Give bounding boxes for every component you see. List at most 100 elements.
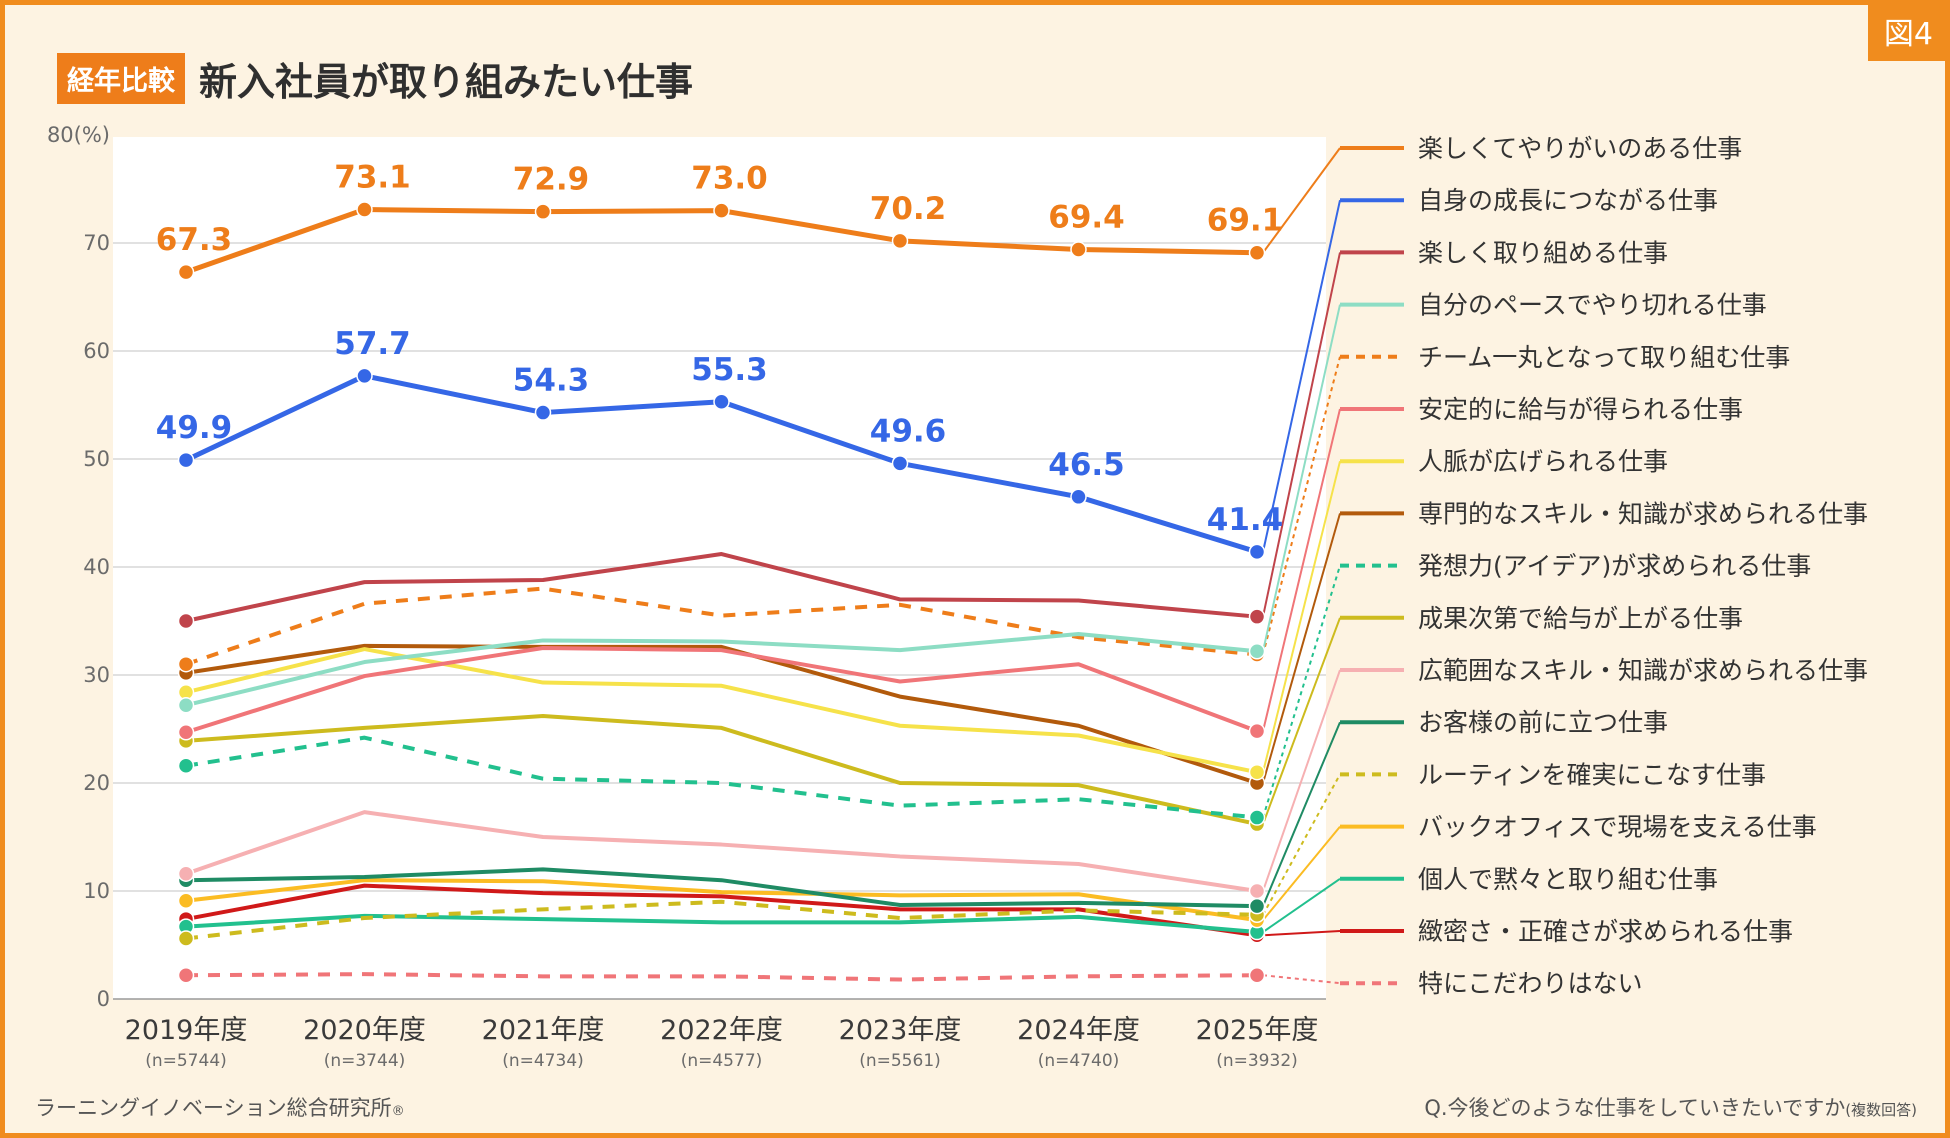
legend-label: お客様の前に立つ仕事 — [1418, 708, 1668, 737]
data-point — [1070, 241, 1087, 258]
data-point — [177, 892, 195, 909]
figure-tag: 図4 — [1867, 5, 1945, 61]
series-line — [185, 631, 1258, 708]
data-point — [1248, 722, 1266, 740]
legend-leader-line — [1262, 773, 1341, 916]
data-label: 46.5 — [1048, 447, 1125, 483]
legend-leader-line — [1262, 356, 1341, 655]
data-point — [713, 202, 730, 219]
legend-leader-line — [1262, 147, 1341, 254]
legend-leaders — [1262, 147, 1341, 985]
data-point — [177, 696, 195, 714]
sample-size-label: (n=4740) — [1038, 1051, 1120, 1071]
legend-label: 緻密さ・正確さが求められる仕事 — [1418, 917, 1793, 946]
legend-leader-line — [1262, 877, 1341, 933]
legend-leader-line — [1262, 930, 1341, 937]
data-label: 72.9 — [513, 162, 590, 198]
legend-label: 特にこだわりはない — [1418, 969, 1643, 998]
series-line — [185, 735, 1258, 820]
title-group: 経年比較 新入社員が取り組みたい仕事 — [57, 51, 693, 106]
sample-size-label: (n=3744) — [324, 1051, 406, 1071]
y-tick-label: 20 — [83, 771, 110, 795]
data-label: 55.3 — [691, 352, 768, 388]
data-point — [1248, 882, 1266, 900]
legend-label: バックオフィスで現場を支える仕事 — [1418, 813, 1817, 842]
legend-leader-line — [1262, 974, 1341, 985]
x-tick-label: 2023年度 — [839, 1015, 962, 1046]
series-line — [185, 883, 1258, 938]
data-label: 54.3 — [513, 363, 590, 399]
legend-leader-line — [1262, 304, 1341, 652]
x-tick-label: 2024年度 — [1017, 1015, 1140, 1046]
sample-size-label: (n=4577) — [681, 1051, 763, 1071]
data-point — [177, 451, 195, 469]
series-line — [185, 899, 1258, 941]
data-point — [534, 203, 552, 220]
legend-leader-line — [1262, 199, 1341, 553]
series-line — [185, 714, 1258, 826]
grid-lines — [113, 242, 1326, 1000]
legend-label: 広範囲なスキル・知識が求められる仕事 — [1418, 656, 1868, 685]
series-lines: 67.3 73.1 72.9 73.0 70.2 69.4 69.1 49.9 57.7 54.3… — [156, 160, 1284, 984]
data-point — [177, 655, 195, 673]
legend-label: 自身の成長につながる仕事 — [1418, 186, 1718, 215]
data-point — [177, 865, 195, 882]
data-label: 67.3 — [156, 222, 233, 258]
data-point — [177, 612, 195, 630]
chart-title: 新入社員が取り組みたい仕事 — [199, 60, 694, 104]
series-line — [185, 913, 1258, 935]
sample-size-label: (n=4734) — [502, 1051, 584, 1071]
data-point — [1248, 897, 1266, 915]
data-label: 49.9 — [156, 410, 233, 446]
comparison-badge: 経年比較 — [57, 53, 185, 104]
data-label: 57.7 — [334, 326, 411, 362]
legend-label: 成果次第で給与が上がる仕事 — [1418, 604, 1743, 633]
sample-size-label: (n=5561) — [859, 1051, 941, 1071]
legend-label: チーム一丸となって取り組む仕事 — [1418, 343, 1790, 372]
series-line — [185, 867, 1258, 909]
legend-label: 楽しく取り組める仕事 — [1418, 238, 1668, 267]
data-point — [1248, 642, 1266, 660]
y-tick-label: 60 — [83, 339, 110, 363]
data-label: 73.0 — [691, 161, 768, 197]
y-tick-label: 70 — [83, 231, 110, 255]
series-line — [185, 646, 1258, 735]
legend-leader-line — [1262, 513, 1341, 784]
data-point — [891, 232, 909, 250]
data-point — [534, 404, 552, 421]
survey-question: Q.今後どのような仕事をしていきたいですか(複数回答) — [1424, 1092, 1917, 1122]
legend-label: 発想力(アイデア)が求められる仕事 — [1418, 552, 1811, 581]
x-axis: 2019年度 (n=5744) 2020年度 (n=3744) 2021年度 (n=473… — [125, 1015, 1319, 1071]
data-point — [356, 201, 373, 218]
data-point — [177, 757, 195, 774]
data-point — [1248, 543, 1266, 561]
y-tick-label: 0 — [97, 987, 110, 1011]
x-tick-label: 2020年度 — [303, 1015, 426, 1046]
series-line — [185, 810, 1258, 893]
data-label: 49.6 — [870, 413, 947, 449]
legend-leader-line — [1262, 825, 1341, 921]
data-point — [177, 723, 195, 741]
legend: 楽しくてやりがいのある仕事自身の成長につながる仕事楽しく取り組める仕事自分のペー… — [1340, 134, 1868, 998]
question-note: (複数回答) — [1845, 1101, 1917, 1119]
series-line — [185, 586, 1258, 667]
x-tick-label: 2022年度 — [660, 1015, 783, 1046]
legend-leader-line — [1262, 460, 1341, 773]
sample-size-label: (n=3932) — [1216, 1051, 1298, 1071]
data-point — [177, 263, 195, 281]
data-label: 69.1 — [1207, 203, 1284, 239]
legend-label: 楽しくてやりがいのある仕事 — [1418, 134, 1742, 163]
legend-leader-line — [1262, 252, 1341, 617]
data-point — [1248, 809, 1266, 826]
data-point — [177, 930, 195, 947]
y-tick-label: 30 — [83, 663, 110, 687]
data-point — [356, 367, 373, 385]
data-point — [891, 455, 909, 472]
series-line — [185, 552, 1258, 623]
series-line — [185, 643, 1258, 785]
legend-label: 安定的に給与が得られる仕事 — [1418, 395, 1743, 424]
x-tick-label: 2019年度 — [125, 1015, 248, 1046]
legend-label: ルーティンを確実にこなす仕事 — [1418, 760, 1766, 789]
y-axis: 0 10 20 30 40 50 60 70 80(%) — [47, 123, 110, 1011]
source-name: ラーニングイノベーション総合研究所 — [35, 1096, 392, 1120]
